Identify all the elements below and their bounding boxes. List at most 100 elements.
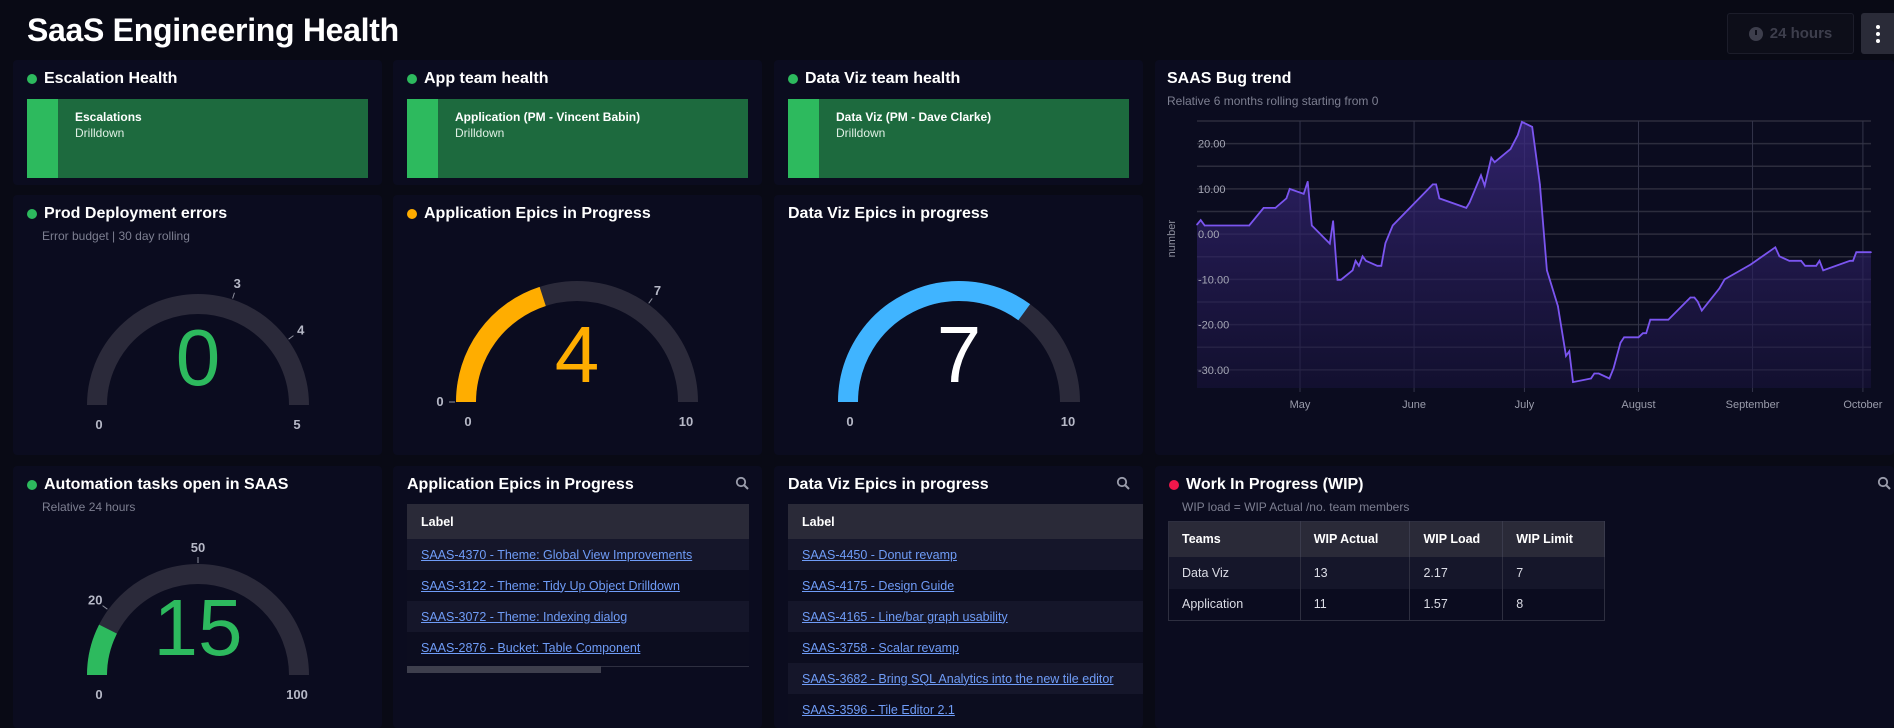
status-dot-icon <box>407 209 417 219</box>
table-row: SAAS-4450 - Donut revamp <box>788 539 1143 570</box>
gauge-track <box>87 294 309 406</box>
more-options-button[interactable] <box>1861 13 1894 54</box>
timeframe-button[interactable]: 24 hours <box>1727 13 1854 54</box>
epic-link[interactable]: SAAS-3758 - Scalar revamp <box>802 640 960 655</box>
data-point <box>1310 224 1313 227</box>
data-point <box>1329 242 1331 245</box>
data-point <box>1490 156 1493 159</box>
threshold-label: 3 <box>234 276 241 291</box>
epic-link[interactable]: SAAS-4450 - Donut revamp <box>802 547 957 562</box>
label-cell: SAAS-4370 - Theme: Global View Improveme… <box>407 539 749 570</box>
threshold-label: 20 <box>88 592 102 607</box>
data-point <box>1468 201 1471 204</box>
threshold-label: 7 <box>654 283 661 298</box>
search-icon[interactable] <box>735 476 749 490</box>
label-cell: SAAS-2876 - Bucket: Table Component <box>407 632 749 663</box>
column-header-teams[interactable]: Teams <box>1168 521 1301 557</box>
data-point <box>1391 224 1394 227</box>
honeycomb-cell[interactable]: Data Viz (PM - Dave Clarke) Drilldown <box>788 99 1129 178</box>
label-cell: SAAS-3682 - Bring SQL Analytics into the… <box>788 663 1143 694</box>
threshold-label: 0 <box>436 394 443 409</box>
data-point <box>1696 300 1699 303</box>
data-point <box>1274 207 1277 209</box>
data-point <box>1285 197 1288 200</box>
y-axis-label: number <box>1166 220 1178 258</box>
app-team-health-tile: App team health Application (PM - Vincen… <box>393 60 762 185</box>
epic-link[interactable]: SAAS-3072 - Theme: Indexing dialog <box>421 609 628 624</box>
tile-title: Prod Deployment errors <box>44 205 228 222</box>
data-point <box>1288 188 1291 190</box>
cell-name: Application (PM - Vincent Babin) <box>455 110 641 124</box>
threshold-label: 50 <box>191 540 205 555</box>
data-point <box>1199 219 1202 221</box>
drilldown-link[interactable]: Drilldown <box>836 126 886 140</box>
table-row: SAAS-3758 - Scalar revamp <box>788 632 1143 663</box>
threshold-label: 4 <box>297 322 305 337</box>
epic-link[interactable]: SAAS-3122 - Theme: Tidy Up Object Drilld… <box>421 578 680 593</box>
clock-icon <box>1748 26 1763 41</box>
column-header-wip-limit[interactable]: WIP Limit <box>1502 521 1605 557</box>
column-header-wip-actual[interactable]: WIP Actual <box>1300 521 1411 557</box>
data-point <box>1546 269 1548 272</box>
data-point <box>1521 121 1523 123</box>
column-header-label[interactable]: Label <box>407 504 749 539</box>
honeycomb-cell[interactable]: Application (PM - Vincent Babin) Drilldow… <box>407 99 748 178</box>
y-tick-label: 10.00 <box>1198 184 1226 196</box>
wip-tile: Work In Progress (WIP) WIP load = WIP Ac… <box>1155 466 1894 728</box>
drilldown-link[interactable]: Drilldown <box>75 126 125 140</box>
data-point <box>1623 336 1625 339</box>
data-point <box>1302 193 1305 195</box>
data-point <box>1332 220 1334 222</box>
gauge-max-label: 10 <box>1061 414 1075 429</box>
data-point <box>1306 180 1309 183</box>
tile-title: Application Epics in Progress <box>407 476 634 493</box>
data-point <box>1203 224 1206 227</box>
epic-link[interactable]: SAAS-4370 - Theme: Global View Improveme… <box>421 547 693 562</box>
table-row: SAAS-4370 - Theme: Global View Improveme… <box>407 539 749 570</box>
epic-link[interactable]: SAAS-2876 - Bucket: Table Component <box>421 640 641 655</box>
honeycomb-cell[interactable]: Escalations Drilldown <box>27 99 368 178</box>
status-bar <box>788 99 819 178</box>
status-bar <box>407 99 438 178</box>
epic-link[interactable]: SAAS-4175 - Design Guide <box>802 578 955 593</box>
series-line <box>1196 120 1871 384</box>
data-point <box>1531 126 1533 128</box>
horizontal-scrollbar[interactable] <box>407 666 601 673</box>
drilldown-link[interactable]: Drilldown <box>455 126 505 140</box>
data-point <box>1384 242 1387 244</box>
gauge-min-label: 0 <box>846 414 853 429</box>
search-icon[interactable] <box>1116 476 1130 490</box>
data-point <box>1612 367 1615 370</box>
data-point <box>1354 260 1357 262</box>
status-dot-icon <box>27 74 37 84</box>
dataviz-epics-gauge-tile: Data Viz Epics in progress 7 0 10 <box>774 195 1143 455</box>
y-tick-label: 20.00 <box>1198 139 1226 151</box>
epic-link[interactable]: SAAS-3596 - Tile Editor 2.1 <box>802 702 955 717</box>
wip-actual-cell: 11 <box>1300 588 1411 621</box>
threshold-tick <box>102 605 108 610</box>
epic-link[interactable]: SAAS-3682 - Bring SQL Analytics into the… <box>802 671 1114 686</box>
table-row: SAAS-3682 - Bring SQL Analytics into the… <box>788 663 1143 694</box>
gauge-value: 0 <box>176 313 221 402</box>
data-point <box>1778 255 1781 258</box>
column-header-label[interactable]: Label <box>788 504 1143 539</box>
series-area <box>1197 121 1871 389</box>
x-tick-label: May <box>1290 399 1311 411</box>
data-point <box>1539 183 1541 186</box>
app-epics-gauge-tile: Application Epics in Progress 4 0 10 0 7 <box>393 195 762 455</box>
data-point <box>1380 265 1383 267</box>
data-point <box>1565 355 1567 357</box>
column-header-wip-load[interactable]: WIP Load <box>1409 521 1504 557</box>
tile-title: Escalation Health <box>44 70 178 87</box>
tile-title: Application Epics in Progress <box>424 205 651 222</box>
timeframe-label: 24 hours <box>1769 25 1833 42</box>
search-icon[interactable] <box>1877 476 1891 490</box>
label-cell: SAAS-3758 - Scalar revamp <box>788 632 1143 663</box>
wip-actual-cell: 13 <box>1300 556 1411 589</box>
label-cell: SAAS-3122 - Theme: Tidy Up Object Drilld… <box>407 570 749 601</box>
x-tick-label: July <box>1515 399 1535 411</box>
data-point <box>1718 287 1721 290</box>
y-tick-label: -10.00 <box>1198 274 1229 286</box>
epic-link[interactable]: SAAS-4165 - Line/bar graph usability <box>802 609 1008 624</box>
data-point <box>1196 223 1198 226</box>
